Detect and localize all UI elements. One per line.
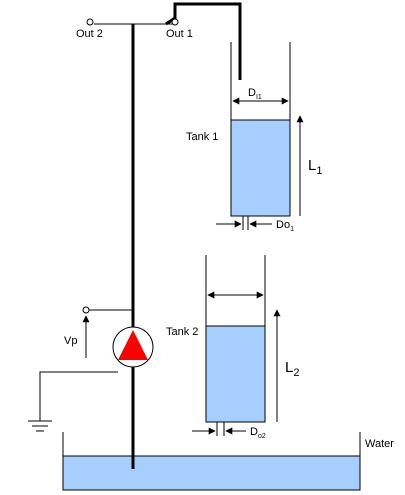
tank1-level-label: L1 — [308, 157, 322, 177]
out1-node — [171, 18, 179, 26]
tank2-water — [205, 325, 266, 423]
tank1 — [230, 42, 291, 230]
pump-icon — [112, 326, 154, 368]
out2-label: Out 2 — [76, 28, 103, 40]
tank2-label: Tank 2 — [166, 326, 198, 338]
tank2-outlet-diameter-label: Do2 — [250, 426, 266, 440]
vp-terminal — [82, 306, 90, 314]
tank2 — [205, 255, 266, 436]
top-piping — [94, 2, 242, 468]
vp-label: Vp — [64, 335, 77, 347]
out1-label: Out 1 — [166, 28, 193, 40]
reservoir-label: Water — [365, 438, 394, 450]
ground-icon — [28, 371, 118, 432]
reservoir-water — [63, 456, 360, 490]
out2-node — [86, 18, 94, 26]
tank1-label: Tank 1 — [186, 131, 218, 143]
tank2-level-label: L2 — [285, 359, 299, 379]
tank1-inlet-diameter-label: DI1 — [248, 87, 262, 101]
tank1-outlet-diameter-label: Do1 — [276, 219, 294, 233]
tank1-water — [230, 119, 291, 217]
reservoir — [62, 432, 361, 491]
